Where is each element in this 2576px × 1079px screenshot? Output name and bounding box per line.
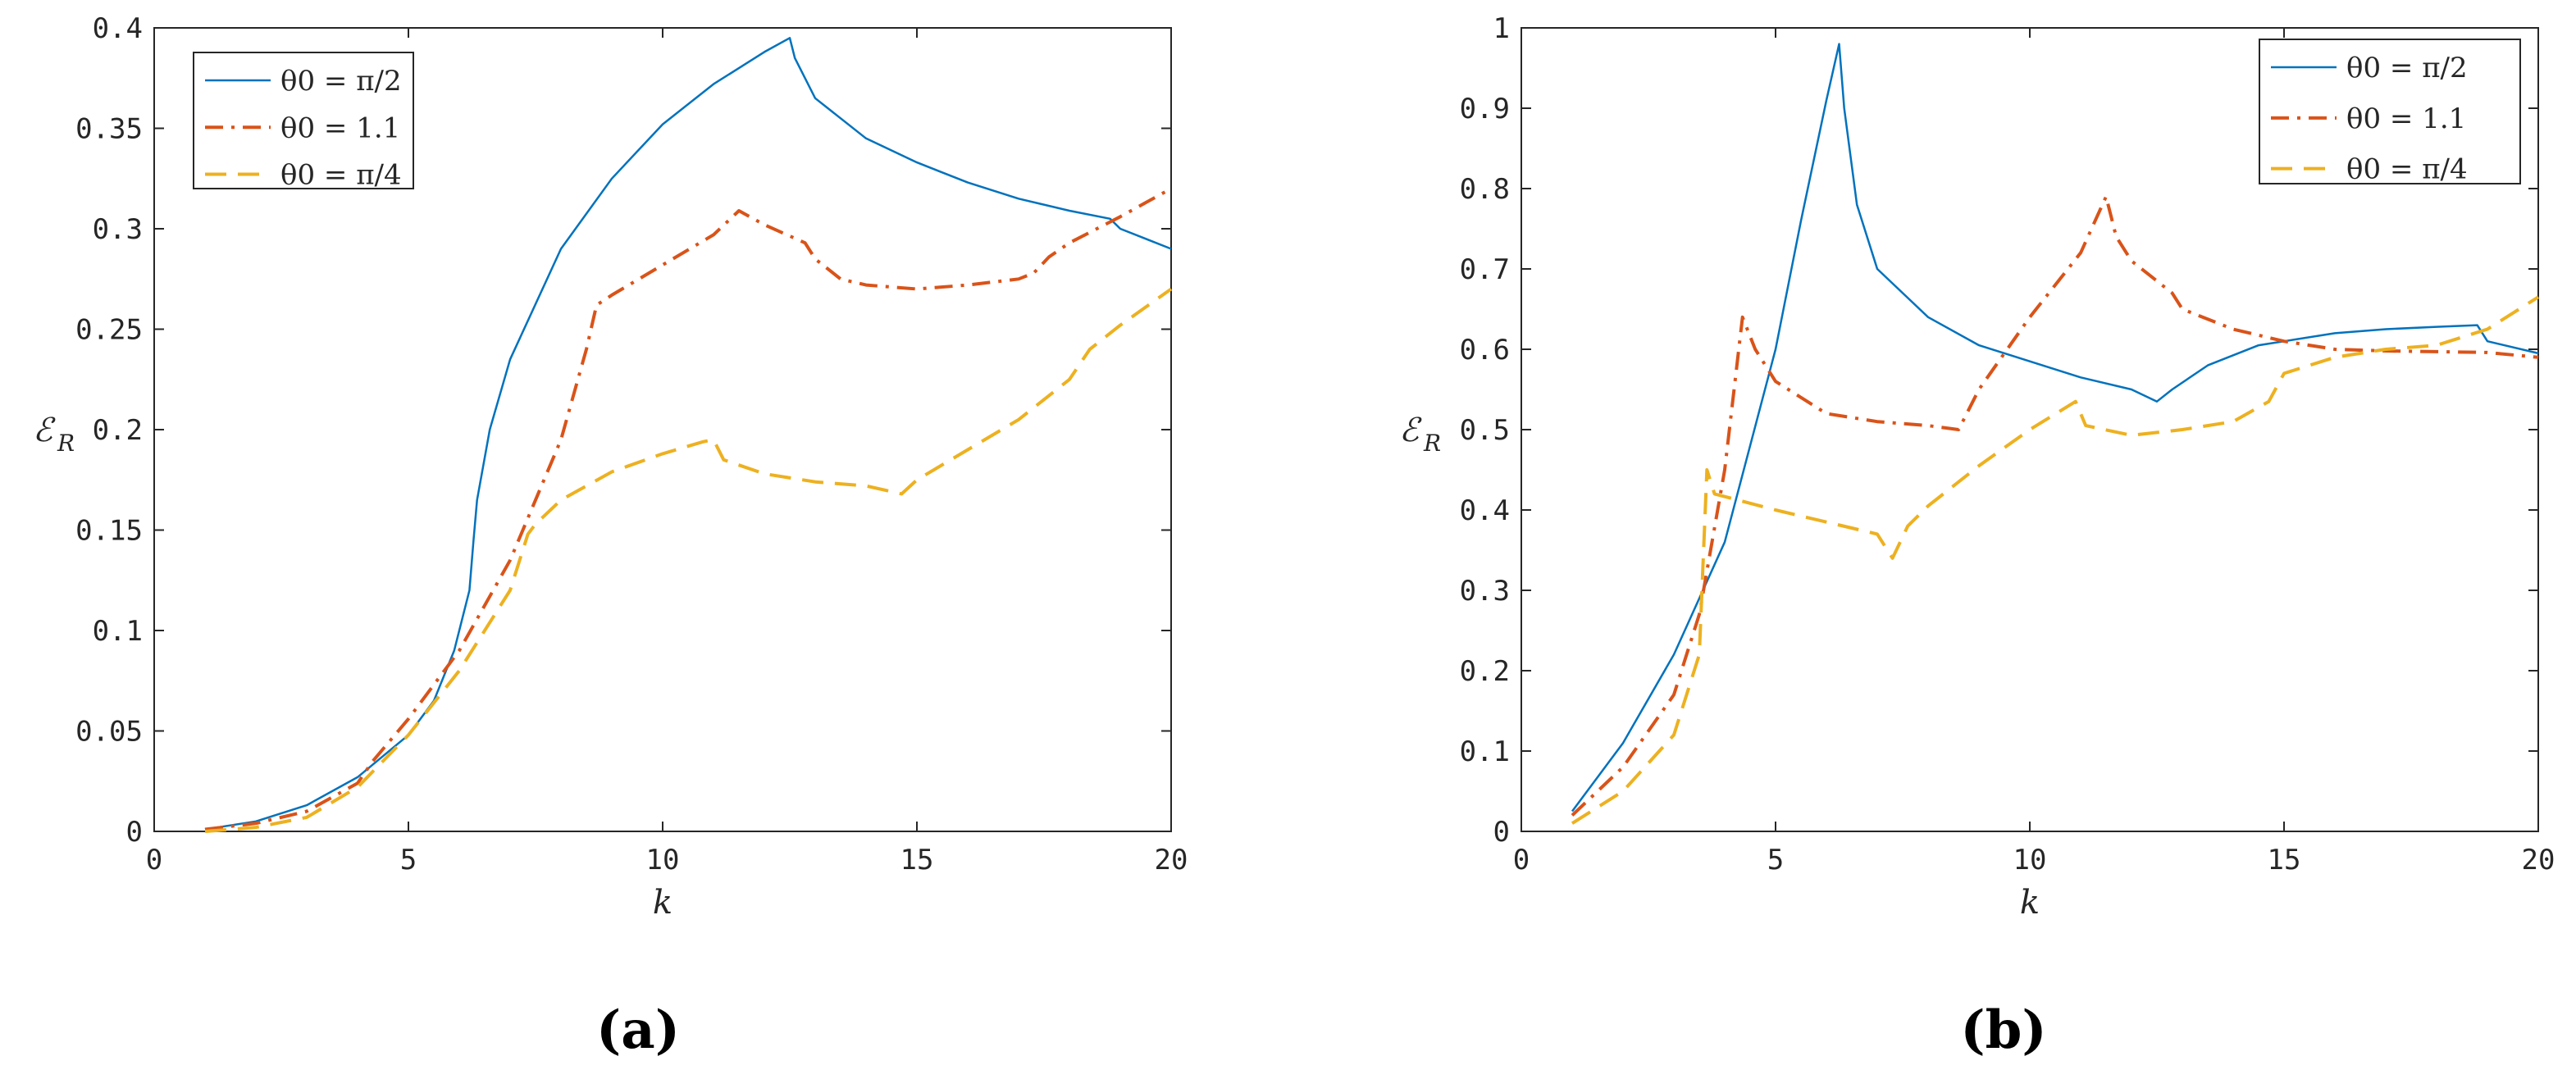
y-axis-label: ℰ	[1399, 412, 1422, 449]
y-tick-label: 0.15	[75, 515, 143, 548]
legend-box	[2259, 39, 2521, 184]
y-tick-label: 0	[1493, 816, 1510, 849]
x-tick-label: 0	[146, 844, 162, 876]
y-tick-label: 1	[1493, 12, 1510, 45]
y-tick-label: 0.6	[1460, 334, 1510, 366]
y-tick-label: 0.9	[1460, 93, 1510, 125]
legend-label-3: θ0 = π/4	[2346, 153, 2468, 186]
x-tick-label: 20	[2522, 844, 2555, 876]
x-axis-label: k	[653, 884, 672, 922]
y-tick-label: 0.4	[1460, 494, 1510, 527]
y-tick-label: 0.5	[1460, 414, 1510, 447]
legend-label-3: θ0 = π/4	[280, 159, 402, 192]
x-axis-label: k	[2020, 884, 2040, 922]
y-axis-label-subscript: R	[1423, 430, 1441, 457]
legend: θ0 = π/2 θ0 = 1.1 θ0 = π/4	[2259, 39, 2521, 186]
y-tick-label: 0.1	[93, 615, 143, 648]
series-line-2	[1571, 194, 2539, 817]
x-tick-label: 0	[1513, 844, 1530, 876]
x-tick-label: 15	[2268, 844, 2301, 876]
x-tick-label: 10	[646, 844, 680, 876]
y-tick-label: 0.25	[75, 314, 143, 347]
chart-panel-b: 0 5 10 15 20 0 0.1 0.2 0.3 0.4 0.5 0.6 0.7 0.8 0.9 1 k ℰ R…	[1399, 12, 2555, 1061]
legend-label-1: θ0 = π/2	[2346, 52, 2468, 84]
legend-label-1: θ0 = π/2	[280, 65, 402, 98]
y-axis-label: ℰ	[33, 412, 56, 449]
y-tick-label: 0.05	[75, 716, 143, 749]
y-tick-label: 0.35	[75, 113, 143, 146]
panel-label: (a)	[596, 999, 680, 1061]
legend-label-2: θ0 = 1.1	[2346, 102, 2466, 135]
legend-box	[193, 52, 414, 189]
series-line-1	[1571, 43, 2539, 813]
y-tick-label: 0.3	[1460, 575, 1510, 608]
x-tick-label: 15	[900, 844, 934, 876]
x-tick-label: 5	[1767, 844, 1784, 876]
y-tick-label: 0.1	[1460, 735, 1510, 768]
y-tick-label: 0.4	[93, 12, 143, 45]
y-tick-label: 0.2	[93, 414, 143, 447]
y-tick-label: 0.3	[93, 213, 143, 246]
y-tick-label: 0.7	[1460, 253, 1510, 286]
x-tick-label: 5	[400, 844, 417, 876]
x-tick-label: 10	[2013, 844, 2047, 876]
series-line-3	[1571, 295, 2540, 825]
legend-label-2: θ0 = 1.1	[280, 112, 400, 144]
y-tick-label: 0	[126, 816, 143, 849]
y-axis-label-subscript: R	[57, 430, 75, 457]
y-tick-label: 0.8	[1460, 173, 1510, 206]
series-line-3	[204, 287, 1173, 833]
legend: θ0 = π/2 θ0 = 1.1 θ0 = π/4	[193, 52, 414, 192]
x-tick-label: 20	[1155, 844, 1188, 876]
y-tick-label: 0.2	[1460, 655, 1510, 688]
series-line-1	[204, 37, 1172, 831]
panel-label: (b)	[1960, 999, 2046, 1061]
series-line-2	[204, 187, 1172, 831]
chart-panel-a: 0 5 10 15 20 0 0.05 0.1 0.15 0.2 0.25 0.3 0.35 0.4 k ℰ R…	[33, 12, 1188, 1061]
